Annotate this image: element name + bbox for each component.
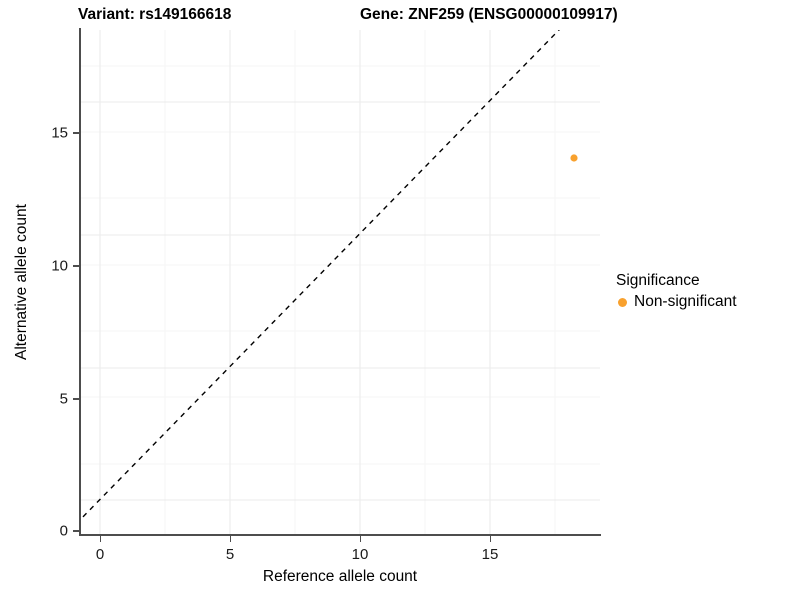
x-tick-mark-10 (359, 536, 361, 542)
plot-canvas (80, 30, 600, 535)
legend-item-non-significant[interactable]: Non-significant (618, 293, 796, 311)
x-tick-label-5: 5 (225, 546, 235, 563)
x-tick-mark-15 (489, 536, 491, 542)
gridlines-major-horizontal (80, 101, 600, 501)
y-tick-label-0: 0 (59, 522, 68, 540)
x-tick-mark-0 (99, 536, 101, 542)
y-tick-mark-10 (73, 265, 79, 267)
legend-title: Significance (616, 272, 700, 289)
gene-title: Gene: ZNF259 (ENSG00000109917) (360, 6, 618, 23)
y-axis-line (79, 28, 81, 536)
x-axis-line (79, 534, 601, 536)
y-tick-mark-5 (73, 398, 79, 400)
gridlines-minor-horizontal (80, 65, 600, 465)
y-tick-mark-0 (73, 530, 79, 532)
data-point[interactable] (570, 154, 578, 162)
x-tick-label-15: 15 (481, 546, 499, 563)
panel-background (80, 30, 600, 535)
plot-title-row: Variant: rs149166618 Gene: ZNF259 (ENSG0… (0, 4, 800, 26)
legend-key-dot-icon (618, 297, 627, 307)
x-tick-label-0: 0 (95, 546, 105, 563)
y-tick-label-10: 10 (51, 257, 68, 275)
legend-item-label: Non-significant (634, 293, 737, 310)
legend: Significance Non-significant (616, 272, 796, 311)
x-tick-label-10: 10 (351, 546, 369, 563)
y-tick-mark-15 (73, 132, 79, 134)
x-axis-title: Reference allele count (262, 568, 418, 585)
gridlines-major-vertical (99, 30, 491, 535)
y-tick-label-5: 5 (59, 390, 68, 408)
y-tick-label-15: 15 (51, 124, 68, 142)
variant-title: Variant: rs149166618 (78, 6, 232, 23)
y-axis-title: Alternative allele count (13, 204, 30, 360)
diagonal-reference-line (80, 30, 560, 521)
x-tick-mark-5 (229, 536, 231, 542)
plot-panel (80, 30, 600, 535)
